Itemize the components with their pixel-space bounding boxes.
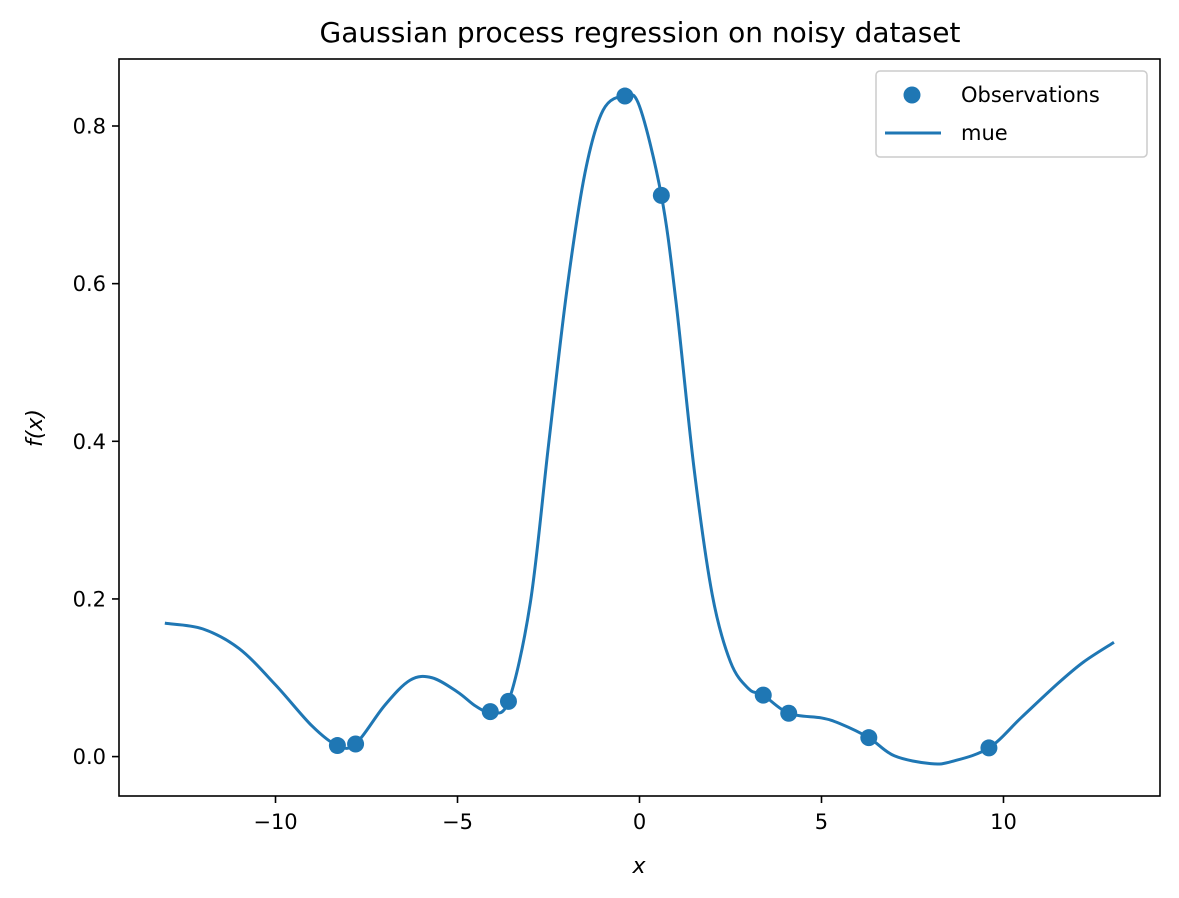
y-tick-label: 0.6 <box>73 272 106 296</box>
observation-point <box>481 703 499 721</box>
y-axis-label: f(x) <box>23 409 48 447</box>
y-tick-label: 0.0 <box>73 745 106 769</box>
observation-point <box>499 692 517 710</box>
observation-point <box>980 739 998 757</box>
x-axis: −10 −5 0 5 10 <box>253 796 1017 834</box>
x-axis-label: x <box>631 854 646 879</box>
y-axis: 0.0 0.2 0.4 0.6 0.8 <box>73 115 119 769</box>
observation-point <box>652 186 670 204</box>
observation-point <box>780 704 798 722</box>
observation-point <box>616 87 634 105</box>
y-tick-label: 0.2 <box>73 587 106 611</box>
y-tick-label: 0.8 <box>73 115 106 139</box>
x-tick-label: 0 <box>633 810 646 834</box>
legend: Observations mue <box>875 70 1148 158</box>
legend-observations-label: Observations <box>961 83 1100 107</box>
x-tick-label: 10 <box>990 810 1017 834</box>
x-tick-label: −5 <box>442 810 473 834</box>
chart-title: Gaussian process regression on noisy dat… <box>320 16 961 49</box>
legend-observations-marker <box>903 86 921 104</box>
observation-point <box>754 686 772 704</box>
observation-point <box>347 735 365 753</box>
observation-point <box>328 737 346 755</box>
legend-box <box>875 70 1148 158</box>
observations-series <box>328 87 998 757</box>
x-tick-label: 5 <box>815 810 828 834</box>
legend-mue-label: mue <box>961 121 1008 145</box>
y-tick-label: 0.4 <box>73 430 106 454</box>
observation-point <box>860 729 878 747</box>
x-tick-label: −10 <box>253 810 297 834</box>
